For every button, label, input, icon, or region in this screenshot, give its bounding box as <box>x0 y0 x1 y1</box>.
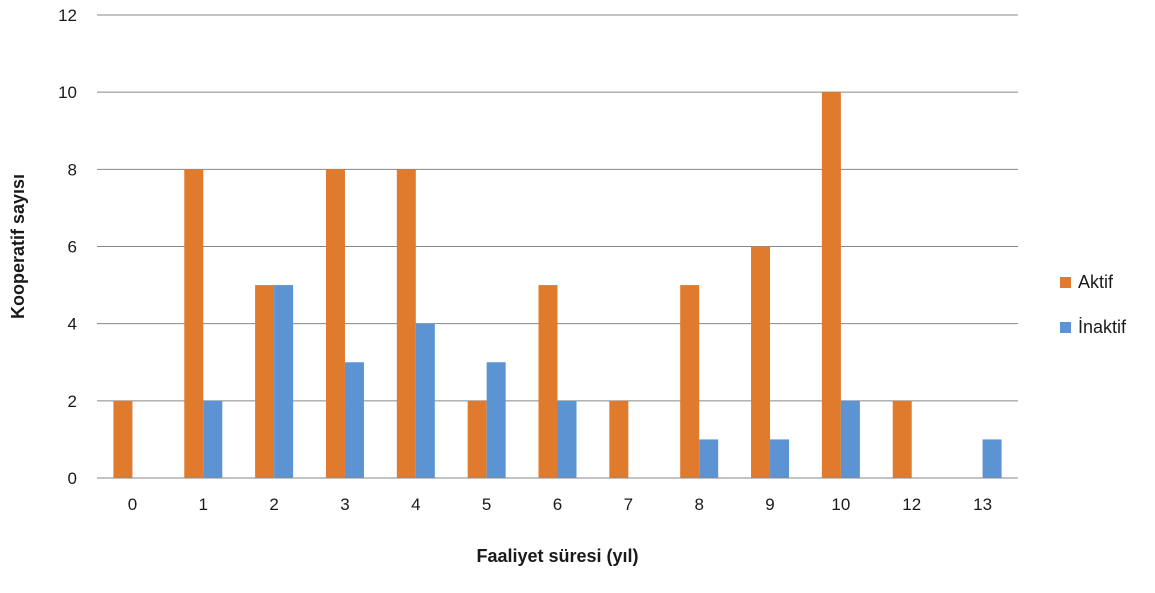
y-tick-label: 0 <box>68 469 77 488</box>
x-axis-ticks: 0 1 2 3 4 5 6 7 8 9 10 12 13 <box>128 495 992 514</box>
x-tick-label: 13 <box>973 495 992 514</box>
bar-inaktif-9 <box>770 439 790 478</box>
legend-label: İnaktif <box>1078 317 1127 337</box>
x-tick-label: 2 <box>269 495 278 514</box>
bar-aktif-4 <box>396 169 416 479</box>
x-tick-label: 10 <box>831 495 850 514</box>
bar-aktif-5 <box>467 400 487 478</box>
bar-aktif-8 <box>680 285 700 478</box>
legend-swatch-inaktif <box>1060 322 1071 333</box>
bars <box>113 92 1002 479</box>
x-tick-label: 7 <box>624 495 633 514</box>
y-tick-label: 2 <box>68 392 77 411</box>
bar-inaktif-5 <box>486 362 506 478</box>
bar-inaktif-2 <box>274 285 294 478</box>
x-tick-label: 3 <box>340 495 349 514</box>
legend-swatch-aktif <box>1060 277 1071 288</box>
bar-aktif-6 <box>538 285 558 478</box>
bar-inaktif-6 <box>557 400 577 478</box>
bar-aktif-10 <box>821 92 841 479</box>
y-tick-label: 6 <box>68 238 77 257</box>
bar-inaktif-8 <box>699 439 719 478</box>
bar-aktif-2 <box>255 285 275 478</box>
y-axis-ticks: 0 2 4 6 8 10 12 <box>58 6 77 488</box>
x-tick-label: 0 <box>128 495 137 514</box>
x-tick-label: 12 <box>902 495 921 514</box>
bar-aktif-3 <box>325 169 345 479</box>
x-axis-title: Faaliyet süresi (yıl) <box>476 546 638 566</box>
y-tick-label: 8 <box>68 160 77 179</box>
bar-inaktif-13 <box>982 439 1002 478</box>
y-tick-label: 4 <box>68 315 77 334</box>
bar-aktif-12 <box>892 400 912 478</box>
bar-inaktif-1 <box>203 400 223 478</box>
legend-label: Aktif <box>1078 272 1114 292</box>
x-tick-label: 1 <box>199 495 208 514</box>
y-tick-label: 10 <box>58 83 77 102</box>
x-tick-label: 9 <box>765 495 774 514</box>
gridlines <box>97 14 1018 402</box>
bar-aktif-1 <box>184 169 204 479</box>
bar-aktif-7 <box>609 400 629 478</box>
x-tick-label: 5 <box>482 495 491 514</box>
x-tick-label: 8 <box>694 495 703 514</box>
x-tick-label: 6 <box>553 495 562 514</box>
x-tick-label: 4 <box>411 495 420 514</box>
bar-inaktif-10 <box>840 400 860 478</box>
y-tick-label: 12 <box>58 6 77 25</box>
legend: Aktif İnaktif <box>1060 272 1127 337</box>
bar-aktif-9 <box>751 246 771 478</box>
bar-inaktif-4 <box>415 323 435 478</box>
bar-inaktif-3 <box>344 362 364 478</box>
bar-aktif-0 <box>113 400 133 478</box>
y-axis-title: Kooperatif sayısı <box>8 174 28 319</box>
